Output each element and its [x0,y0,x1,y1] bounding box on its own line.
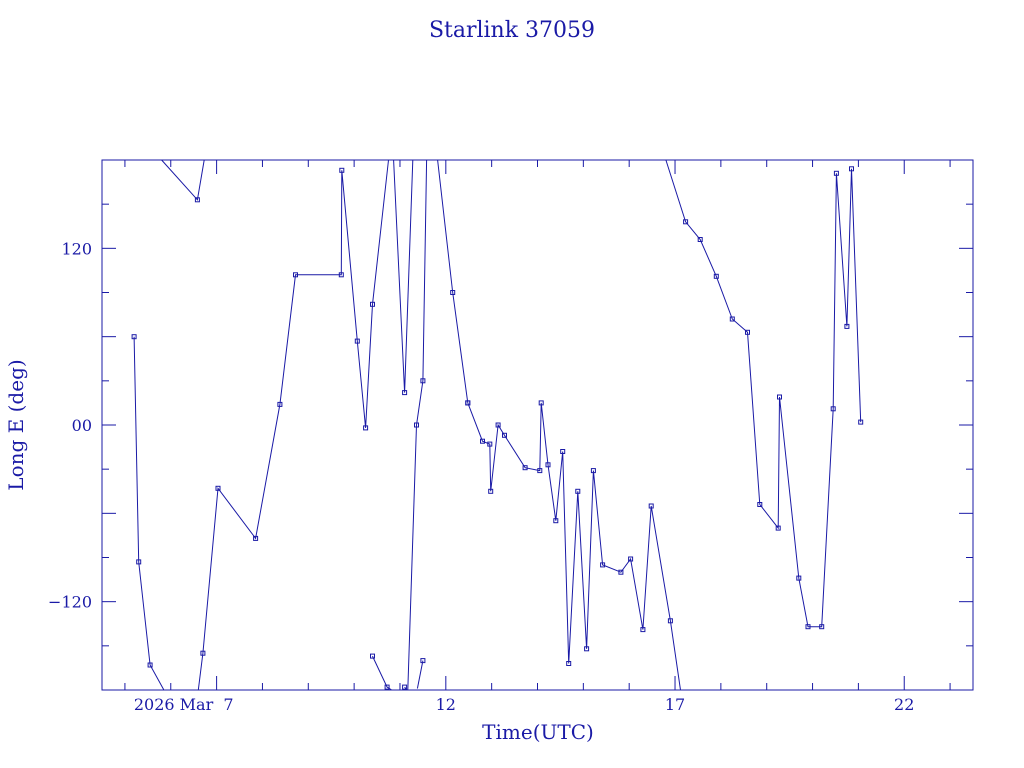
data-point [775,525,781,531]
data-point [420,378,426,384]
data-point [414,422,419,428]
data-point [402,390,408,396]
data-point [575,488,581,494]
data-point [384,684,390,690]
data-point [370,301,375,307]
data-point [480,438,485,444]
data-point [777,394,782,400]
data-point [648,503,654,509]
data-point [830,406,836,412]
data-point [495,422,501,428]
chart-title: Starlink 37059 [429,18,595,43]
data-point [200,650,206,656]
data-point [796,575,802,581]
series-segment [370,653,392,691]
data-point [566,661,572,666]
data-point [553,518,559,524]
data-point [293,272,298,278]
data-point [147,662,153,668]
y-tick-label: −120 [48,593,92,612]
y-tick-label: 00 [72,416,92,435]
data-point [560,449,566,454]
series-line [133,159,389,691]
data-point [465,400,471,406]
data-point [545,462,551,468]
data-point [729,316,735,322]
y-tick-label: 120 [61,239,92,258]
data-point [131,334,137,340]
data-point [600,562,606,568]
data-point [590,468,596,474]
data-point [640,627,646,633]
series-segment [465,400,681,691]
x-axis-label: Time(UTC) [482,720,594,744]
series-segment [402,684,408,691]
x-axis-tick-labels: 2026 Mar 7 12 17 22 [134,695,915,714]
data-point [667,618,673,624]
x-tick-label: 12 [436,695,456,714]
data-point [805,624,811,630]
data-point [488,488,494,494]
series-line [372,655,392,691]
data-point [253,535,259,541]
data-point [522,465,528,471]
data-point [450,290,456,295]
y-axis-label: Long E (deg) [4,359,28,490]
x-axis-ticks [124,160,951,690]
series-line [407,159,469,691]
data-point [833,170,839,176]
data-point [819,624,825,630]
series-line [467,402,681,691]
data-point [339,167,345,173]
series-segment [407,159,471,691]
data-point [136,559,142,565]
y-axis-tick-labels: 120 00 −120 [48,239,92,611]
data-point [537,468,543,474]
series-layer [131,159,864,691]
data-point [849,166,854,172]
data-point [683,219,689,225]
x-tick-label: 2026 Mar 7 [134,695,234,714]
plot-frame [101,159,974,691]
x-tick-label: 22 [894,695,914,714]
data-point [502,432,507,438]
x-tick-label: 17 [665,695,685,714]
series-segment [416,658,426,689]
series-segment [393,159,419,396]
data-point [363,425,369,431]
data-point [338,272,344,278]
data-point [354,338,360,344]
series-line [393,159,419,393]
data-point [844,323,850,329]
data-point [697,237,703,242]
series-segment [161,159,205,203]
data-point [858,419,864,425]
data-point [194,197,200,203]
data-point [420,658,426,664]
data-point [277,401,283,407]
series-segment [665,159,864,630]
data-point [487,441,493,447]
series-line [416,660,424,689]
series-segment [131,159,389,691]
data-point [745,329,750,335]
series-line [665,159,862,628]
data-point [757,502,763,507]
series-line [161,159,205,201]
data-point [538,400,544,406]
data-point [402,684,408,690]
y-axis-ticks [102,203,973,647]
data-point [215,485,221,491]
data-point [713,273,719,279]
data-point [618,569,624,575]
data-point [628,556,634,562]
data-point [584,646,590,652]
data-point [370,653,375,659]
